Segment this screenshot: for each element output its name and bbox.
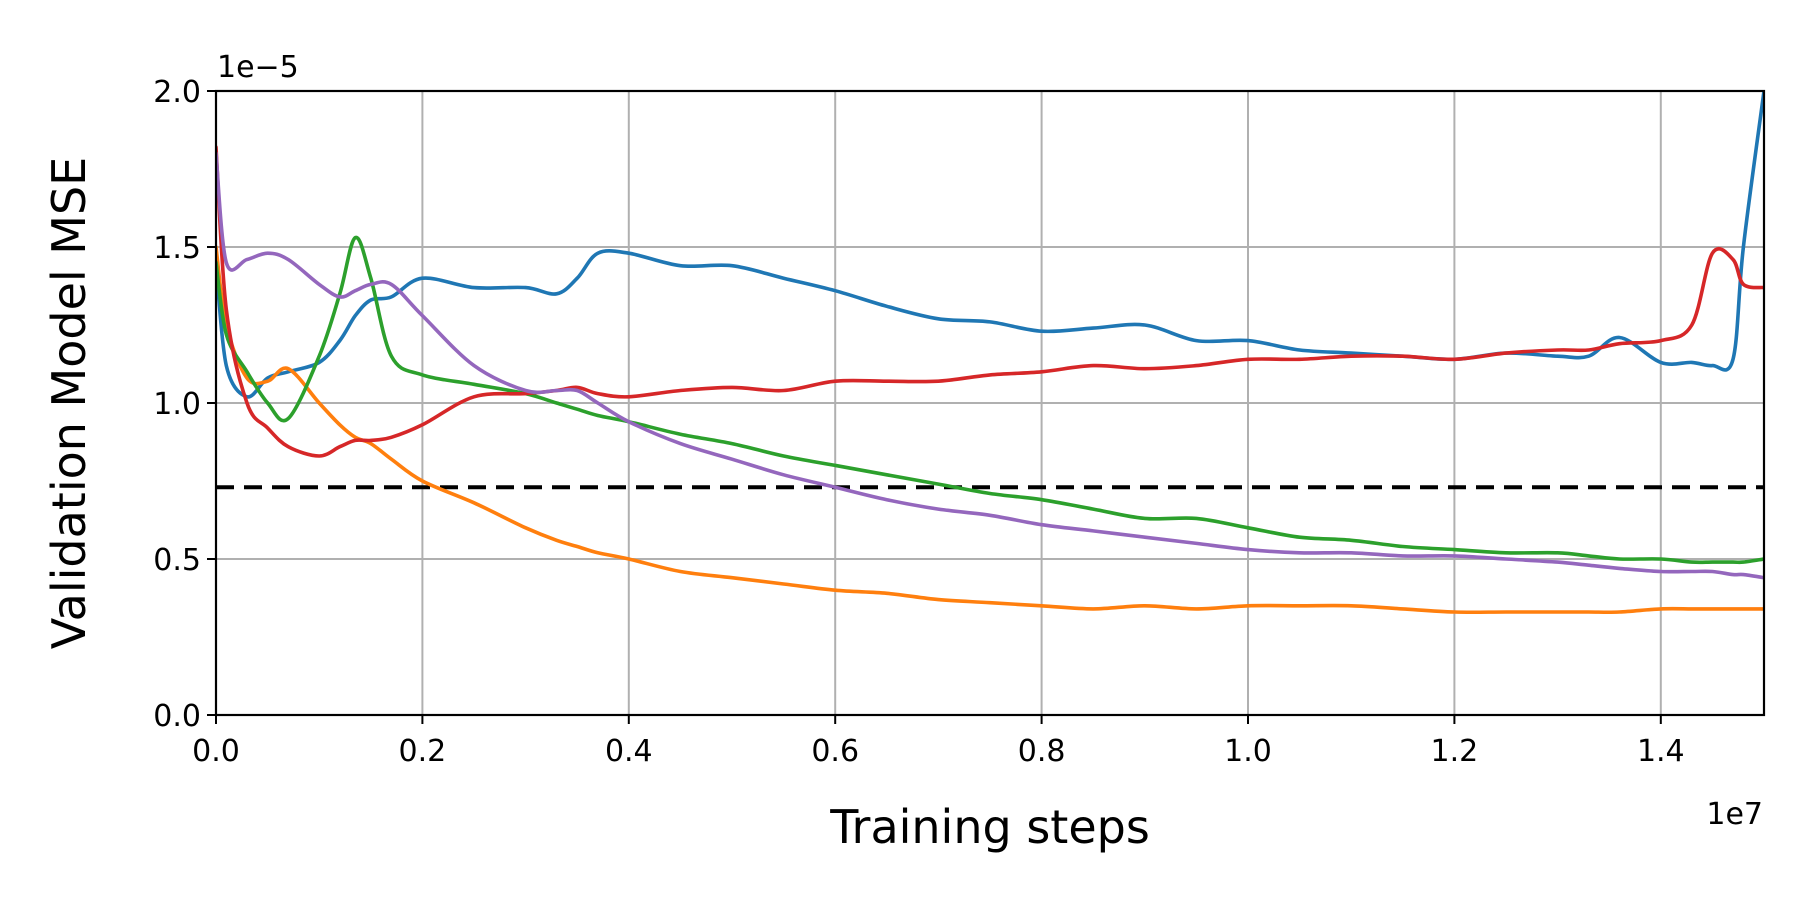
x-axis-offset-label: 1e7 bbox=[1706, 797, 1763, 832]
x-axis-title: Training steps bbox=[829, 800, 1150, 854]
x-tick-label: 1.4 bbox=[1637, 734, 1685, 769]
x-tick-label: 0.4 bbox=[605, 734, 653, 769]
y-axis-ticks: 0.0 0.5 1.0 1.5 2.0 bbox=[153, 75, 216, 734]
series-line-4 bbox=[216, 145, 1764, 458]
y-tick-label: 2.0 bbox=[153, 75, 201, 110]
series-line-5 bbox=[216, 151, 1764, 580]
y-tick-label: 1.0 bbox=[153, 387, 201, 422]
series-line-3 bbox=[216, 235, 1764, 565]
x-axis-ticks: 0.0 0.2 0.4 0.6 0.8 1.0 1.2 1.4 bbox=[192, 715, 1685, 769]
y-axis-offset-label: 1e−5 bbox=[217, 50, 299, 85]
x-tick-label: 0.6 bbox=[811, 734, 859, 769]
x-tick-label: 0.0 bbox=[192, 734, 240, 769]
x-tick-label: 0.2 bbox=[399, 734, 447, 769]
series-group bbox=[216, 90, 1764, 615]
x-tick-label: 1.0 bbox=[1224, 734, 1272, 769]
y-axis-title: Validation Model MSE bbox=[42, 157, 96, 649]
x-tick-label: 0.8 bbox=[1018, 734, 1066, 769]
series-line-2 bbox=[216, 245, 1764, 615]
y-tick-label: 1.5 bbox=[153, 231, 201, 266]
x-tick-label: 1.2 bbox=[1431, 734, 1479, 769]
series-line-1 bbox=[216, 90, 1764, 399]
y-tick-label: 0.0 bbox=[153, 699, 201, 734]
y-tick-label: 0.5 bbox=[153, 543, 201, 578]
